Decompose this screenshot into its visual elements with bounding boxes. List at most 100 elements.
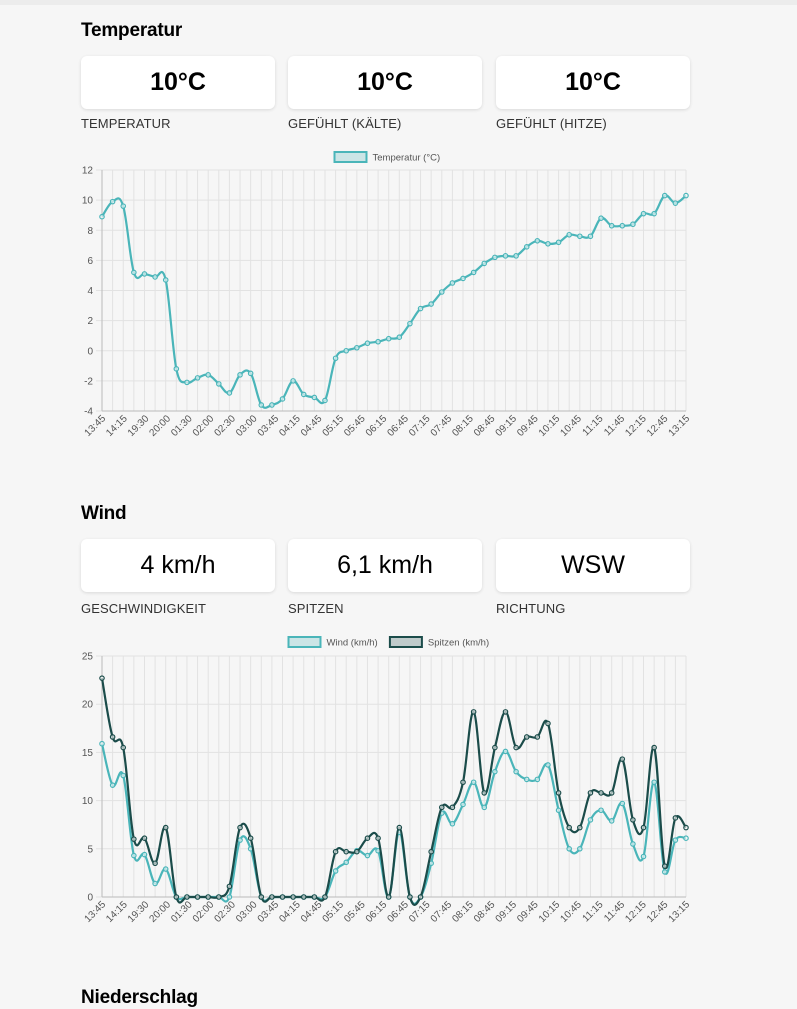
wind-chart-x-tick-label: 04:15 bbox=[277, 899, 303, 925]
temperature-chart-x-tick-label: 06:15 bbox=[364, 413, 390, 439]
heat-index-card: 10°C bbox=[496, 56, 690, 109]
precipitation-section-title: Niederschlag bbox=[81, 987, 198, 1008]
wind-chart-data-point bbox=[162, 866, 169, 872]
wind-chart-data-point bbox=[162, 824, 169, 831]
wind-chart-data-point bbox=[343, 859, 350, 866]
temperature-chart: 121086420-2-413:4514:1519:3020:0001:3002… bbox=[82, 151, 692, 439]
wind-chart-data-point bbox=[619, 756, 626, 762]
temperature-chart-x-tick-label: 04:45 bbox=[299, 413, 325, 439]
temperature-chart-data-point bbox=[332, 355, 339, 362]
wind-gust-label: SPITZEN bbox=[288, 601, 344, 616]
temperature-chart-x-tick-label: 08:45 bbox=[472, 413, 498, 439]
wind-chart-data-point bbox=[460, 801, 466, 808]
wind-chart-data-point bbox=[672, 815, 679, 821]
temperature-chart-data-point bbox=[566, 231, 573, 238]
temperature-chart-legend: Temperatur (°C) bbox=[333, 151, 440, 164]
temperature-chart-data-point bbox=[428, 301, 434, 307]
temperature-chart-data-point bbox=[184, 379, 190, 386]
wind-chart-legend-label: Wind (km/h) bbox=[327, 638, 378, 649]
temperature-chart-x-tick-label: 14:15 bbox=[104, 413, 130, 439]
temperature-chart-data-point bbox=[343, 347, 350, 354]
wind-chart-data-point bbox=[608, 790, 615, 796]
wind-direction-card: WSW bbox=[496, 539, 690, 592]
wind-chart-data-point bbox=[630, 817, 636, 823]
wind-chart-data-point bbox=[226, 883, 233, 890]
temperature-chart-data-point bbox=[120, 203, 127, 209]
wind-chart-x-tick-label: 03:45 bbox=[256, 899, 282, 925]
temperature-chart-data-point bbox=[417, 305, 424, 312]
temperature-chart-data-point bbox=[555, 239, 562, 246]
temperature-chart-data-point bbox=[598, 215, 604, 222]
temperature-chart-x-tick-label: 02:00 bbox=[191, 413, 217, 439]
temperature-chart-grid bbox=[96, 169, 687, 412]
wind-chart-y-tick-label: 25 bbox=[82, 652, 94, 663]
wind-chart-data-point bbox=[120, 744, 127, 751]
temperature-chart-x-tick-label: 02:30 bbox=[212, 413, 238, 439]
wind-chart-series-0 bbox=[99, 740, 689, 905]
wind-chart-x-tick-label: 03:00 bbox=[234, 899, 260, 925]
wind-chart-data-point bbox=[152, 880, 158, 887]
temperature-chart-data-point bbox=[237, 372, 243, 378]
wind-chart-data-point bbox=[247, 835, 254, 841]
temperature-chart-x-tick-label: 08:15 bbox=[450, 413, 476, 439]
temperature-chart-data-point bbox=[396, 334, 403, 340]
wind-chart-data-point bbox=[661, 863, 668, 869]
wind-chart-x-tick-label: 10:45 bbox=[558, 899, 584, 925]
wind-chart-x-tick-label: 14:15 bbox=[104, 899, 130, 925]
temperature-chart-x-tick-label: 12:15 bbox=[623, 413, 649, 439]
wind-chart-data-point bbox=[141, 835, 148, 841]
temperature-chart-data-point bbox=[162, 277, 169, 283]
temperature-chart-y-tick-label: 0 bbox=[87, 346, 93, 357]
temperature-chart-data-point bbox=[438, 289, 445, 295]
wind-chart-series-line bbox=[100, 677, 687, 906]
temperature-chart-data-point bbox=[630, 221, 636, 228]
wind-chart-data-point bbox=[109, 782, 116, 788]
temperature-chart-data-point bbox=[216, 381, 222, 387]
wind-chart-data-point bbox=[375, 835, 381, 841]
wind-chart-data-point bbox=[449, 820, 456, 827]
wind-chart-data-point bbox=[141, 851, 148, 858]
temperature-chart-data-point bbox=[279, 396, 286, 402]
wind-chart-x-tick-label: 08:15 bbox=[450, 899, 476, 925]
temperature-chart-data-point bbox=[619, 222, 626, 229]
wind-chart-data-point bbox=[534, 734, 541, 740]
wind-chart-data-point bbox=[184, 894, 190, 900]
temperature-chart-data-point bbox=[385, 335, 392, 342]
temperature-chart-data-point bbox=[460, 275, 466, 282]
wind-chart-legend-label: Spitzen (km/h) bbox=[428, 638, 489, 649]
temperature-chart-data-point bbox=[513, 253, 519, 259]
wind-chart-data-point bbox=[640, 824, 647, 831]
wind-chart-data-point bbox=[449, 804, 456, 811]
wind-chart-data-point bbox=[407, 894, 413, 900]
wind-chart-data-point bbox=[577, 824, 583, 831]
temperature-chart-y-tick-label: 6 bbox=[87, 256, 93, 267]
temperature-chart-data-point bbox=[290, 378, 296, 384]
temperature-chart-data-point bbox=[109, 198, 116, 205]
wind-chart-data-point bbox=[354, 848, 360, 855]
temperature-chart-data-point bbox=[523, 244, 530, 250]
wind-direction-label: RICHTUNG bbox=[496, 601, 566, 616]
wind-chart-data-point bbox=[566, 824, 573, 831]
temperature-chart-x-tick-label: 03:00 bbox=[234, 413, 260, 439]
temperature-chart-y-tick-label: 12 bbox=[82, 166, 94, 177]
temperature-chart-data-point bbox=[173, 366, 180, 372]
temperature-chart-data-point bbox=[300, 391, 307, 398]
windchill-label: GEFÜHLT (KÄLTE) bbox=[288, 116, 402, 131]
temperature-chart-data-point bbox=[661, 192, 668, 199]
wind-chart-data-point bbox=[300, 894, 307, 900]
wind-chart-x-tick-label: 12:45 bbox=[645, 899, 671, 925]
wind-chart-data-point bbox=[587, 790, 594, 796]
wind-chart-data-point bbox=[332, 848, 339, 855]
wind-chart-data-point bbox=[577, 846, 583, 852]
wind-chart-y-tick-label: 0 bbox=[87, 893, 93, 904]
wind-chart-data-point bbox=[120, 772, 127, 779]
wind-chart-data-point bbox=[555, 807, 562, 814]
wind-chart-data-point bbox=[470, 709, 477, 715]
wind-chart-data-point bbox=[470, 779, 477, 786]
temperature-chart-x-tick-label: 05:45 bbox=[342, 413, 368, 439]
temperature-chart-y-tick-label: -4 bbox=[84, 407, 93, 418]
wind-chart-data-point bbox=[237, 824, 243, 831]
temperature-chart-data-point bbox=[683, 192, 689, 199]
wind-chart-data-point bbox=[205, 894, 211, 900]
wind-chart-data-point bbox=[322, 894, 328, 900]
